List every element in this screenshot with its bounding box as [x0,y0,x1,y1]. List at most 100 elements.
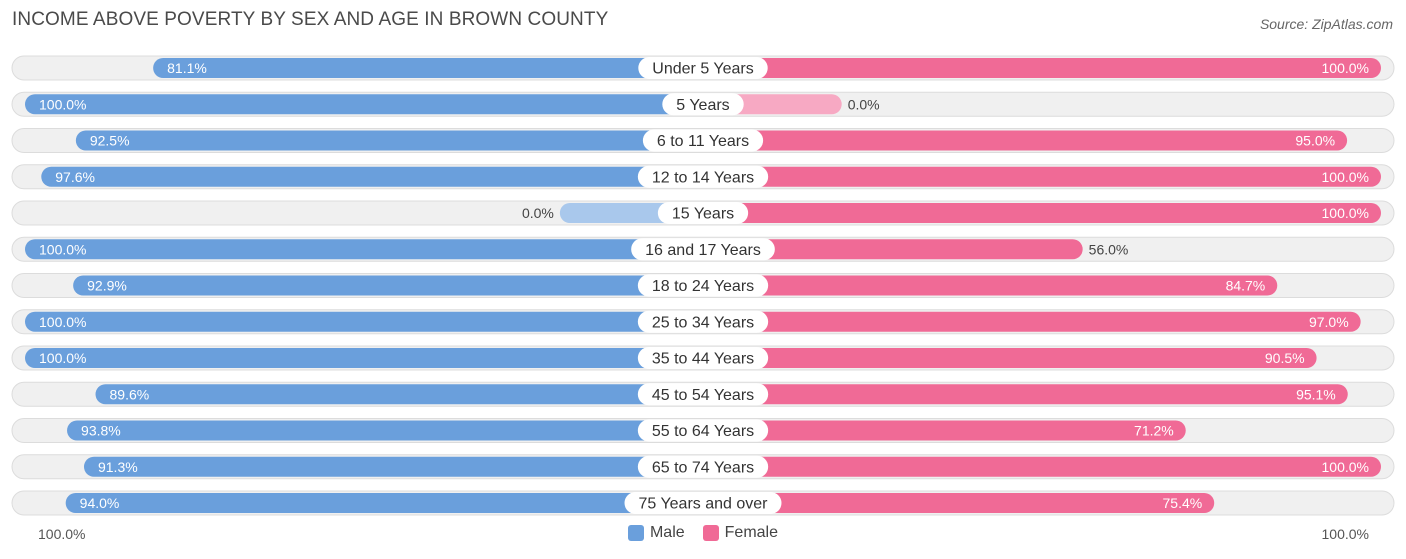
male-value-label: 92.5% [90,133,130,149]
category-label: 18 to 24 Years [652,278,754,295]
category-label: 6 to 11 Years [657,133,749,150]
category-pill [637,455,769,478]
bar-row: 25 to 34 Years 100.0% 97.0% [11,309,1395,335]
bar-row: 6 to 11 Years 92.5% 95.0% [11,128,1395,153]
male-bar [73,275,703,296]
female-bar [703,456,1381,477]
female-bar [703,239,1083,260]
category-pill [657,202,749,224]
category-label: 65 to 74 Years [652,459,754,476]
chart-title: INCOME ABOVE POVERTY BY SEX AND AGE IN B… [12,9,609,30]
bar-row: 15 Years 0.0% 100.0% [11,200,1395,226]
male-value-label: 100.0% [39,314,86,330]
category-pill [638,57,768,79]
bar-row: 12 to 14 Years 97.6% 100.0% [11,164,1395,190]
bar-row: 35 to 44 Years 100.0% 90.5% [11,345,1395,371]
female-value-label: 97.0% [1309,314,1349,330]
category-pill [637,165,769,188]
category-pill [637,383,769,406]
legend-label-female: Female [724,524,779,541]
category-label: 45 to 54 Years [652,387,754,404]
male-bar [67,420,703,441]
male-bar [75,130,704,151]
female-bar [703,130,1348,151]
female-value-label: 100.0% [1322,60,1369,76]
male-bar [25,94,703,115]
male-bar [65,493,704,513]
female-bar [703,58,1381,78]
category-pill [662,93,744,116]
category-pill [637,419,769,442]
male-value-label: 97.6% [55,169,95,185]
category-pill [637,274,769,297]
category-label: 12 to 14 Years [652,169,754,186]
male-bar [153,58,704,78]
axis-left-label: 100.0% [38,526,86,542]
female-bar [703,275,1278,296]
legend-label-male: Male [649,524,685,541]
category-pill [637,310,769,333]
category-label: 25 to 34 Years [652,314,754,331]
female-value-label: 84.7% [1226,278,1266,294]
chart-svg: Under 5 Years 81.1% 100.0% 5 Years 100.0% 0.0… [11,55,1395,516]
legend-item-male: Male [627,524,685,542]
male-value-label: 0.0% [522,205,554,221]
male-value-label: 93.8% [81,423,121,439]
source-label: Source: ZipAtlas.com [1259,16,1393,32]
category-pill [631,238,775,261]
category-pill [637,347,769,369]
bar-row: 45 to 54 Years 89.6% 95.1% [11,381,1395,407]
category-pill [624,492,782,514]
category-label: 15 Years [672,206,734,223]
male-value-label: 89.6% [110,386,150,402]
female-value-label: 75.4% [1163,495,1203,511]
female-value-label: 95.0% [1295,133,1335,149]
male-value-label: 94.0% [80,495,120,511]
bar-row: 18 to 24 Years 92.9% 84.7% [11,273,1395,298]
female-value-label: 100.0% [1322,169,1369,185]
female-value-label: 0.0% [848,96,880,112]
legend-swatch-male [627,525,644,541]
female-bar [703,384,1348,405]
male-bar [25,239,703,260]
male-value-label: 92.9% [87,278,127,294]
female-bar [703,348,1317,368]
female-value-label: 95.1% [1296,386,1336,402]
legend-item-female: Female [702,524,779,542]
bar-row: 75 Years and over 94.0% 75.4% [11,490,1395,516]
female-bar [703,493,1215,513]
category-label: 35 to 44 Years [652,351,754,368]
female-bar [703,166,1381,187]
male-bar [25,311,703,332]
category-label: Under 5 Years [652,61,753,78]
axis-right-label: 100.0% [1321,526,1369,542]
bar-row: 65 to 74 Years 91.3% 100.0% [11,454,1395,480]
female-bar [703,420,1186,441]
male-value-label: 91.3% [98,459,138,475]
male-bar [83,456,703,477]
female-value-label: 56.0% [1089,241,1129,257]
male-bar [25,348,703,368]
bar-row: 5 Years 100.0% 0.0% [11,91,1395,117]
category-pill [642,129,764,152]
male-value-label: 100.0% [39,350,86,366]
category-label: 75 Years and over [639,496,769,513]
bar-row: 16 and 17 Years 100.0% 56.0% [11,236,1395,262]
female-value-label: 90.5% [1265,350,1305,366]
male-bar [95,384,703,405]
female-value-label: 100.0% [1322,459,1369,475]
female-bar [703,203,1381,223]
female-value-label: 100.0% [1322,205,1369,221]
bar-row: 55 to 64 Years 93.8% 71.2% [11,418,1395,443]
category-label: 16 and 17 Years [645,242,761,259]
male-value-label: 100.0% [39,241,86,257]
legend-swatch-female [702,525,719,541]
female-value-label: 71.2% [1134,423,1174,439]
male-value-label: 100.0% [39,96,86,112]
legend: Male Female [0,524,1406,542]
female-bar [703,311,1361,332]
category-label: 5 Years [676,97,729,114]
male-bar [41,166,704,187]
category-label: 55 to 64 Years [652,423,754,440]
bar-row: Under 5 Years 81.1% 100.0% [11,55,1395,81]
